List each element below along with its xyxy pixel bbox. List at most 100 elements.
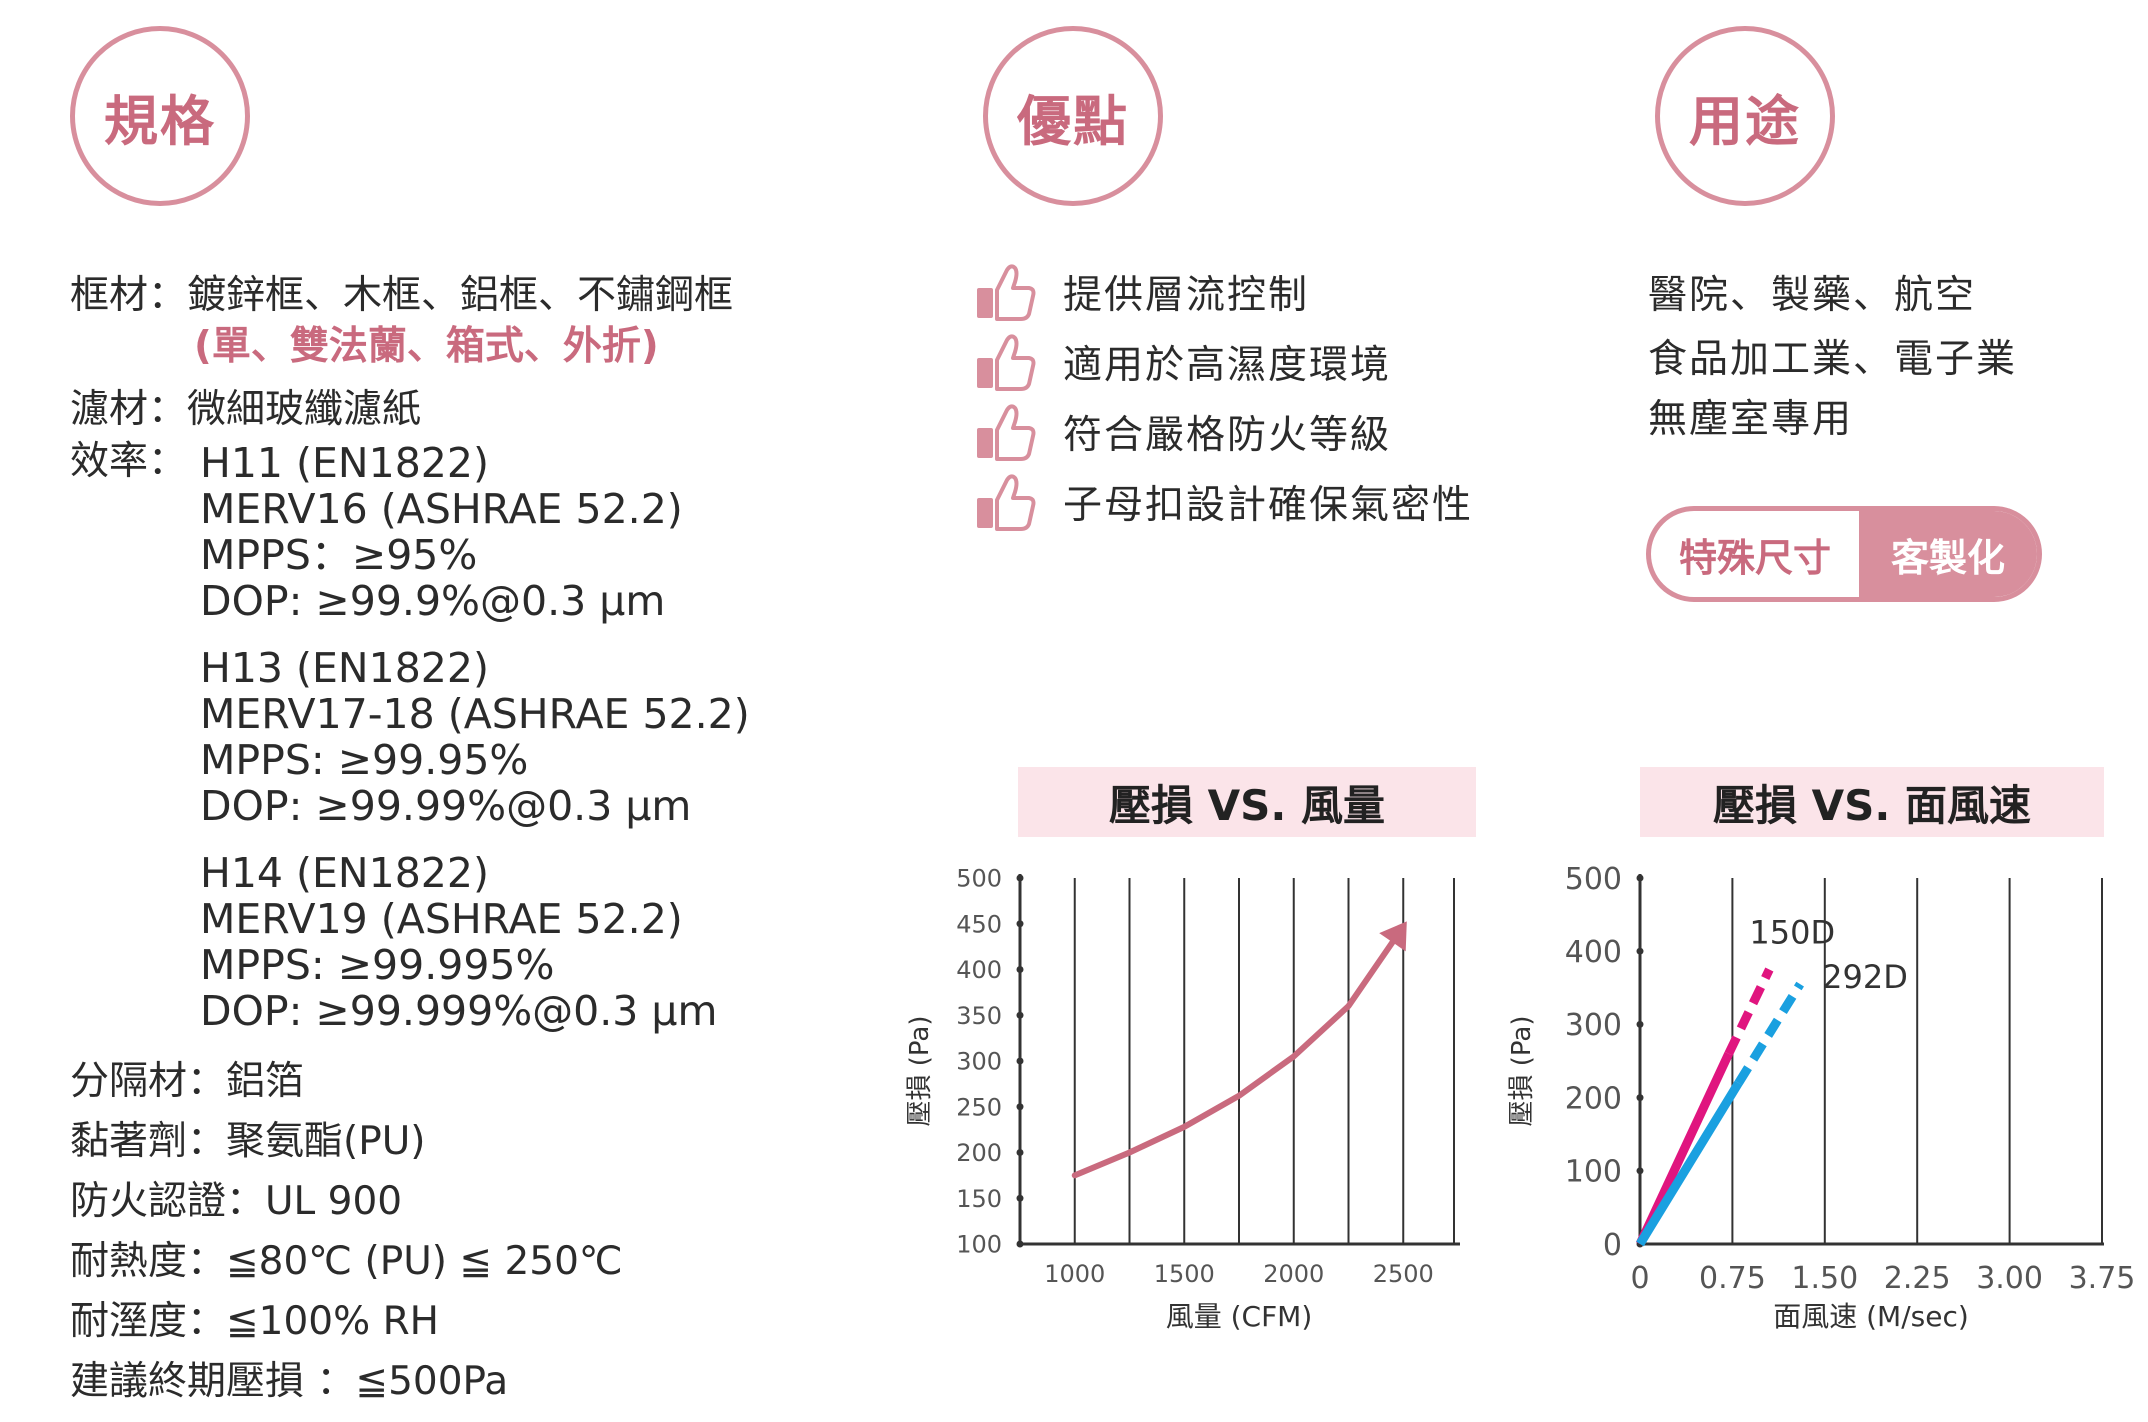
efficiency-line: H14 (EN1822) (200, 849, 489, 897)
series-label: 150D (1749, 914, 1835, 952)
advantage-text: 適用於高濕度環境 (1063, 343, 1392, 388)
custom-badge-right: 客製化 (1859, 511, 2037, 597)
thumbs-up-icon (977, 404, 1036, 461)
uses-section-title: 用途 (1655, 26, 1835, 206)
advantage-item: 符合嚴格防火等級 (975, 402, 1391, 462)
x-tick-label: 2500 (1373, 1260, 1434, 1288)
y-tick-mark (1016, 966, 1024, 973)
series-line-extension (1734, 981, 1804, 1086)
y-tick-mark (1016, 1240, 1024, 1248)
y-tick-mark (1636, 947, 1644, 955)
x-tick-label: 0.75 (1699, 1261, 1766, 1296)
y-tick-label: 150 (956, 1185, 1002, 1213)
advantage-item: 子母扣設計確保氣密性 (975, 472, 1473, 532)
efficiency-line: DOP: ≥99.999%@0.3 µm (200, 987, 718, 1035)
pressure-curve (1071, 929, 1402, 1179)
y-tick-label: 100 (1565, 1155, 1622, 1190)
spec-section-title: 規格 (70, 26, 250, 206)
x-axis-label: 面風速 (M/sec) (1773, 1300, 1969, 1333)
spec-fire-cert: 防火認證：UL 900 (70, 1179, 403, 1224)
efficiency-line: MPPS：≥95% (200, 531, 478, 579)
spec-frame-note: (單、雙法蘭、箱式、外折) (194, 324, 659, 369)
y-tick-label: 500 (956, 865, 1002, 893)
x-tick-label: 3.00 (1976, 1261, 2043, 1296)
advantage-item: 提供層流控制 (975, 262, 1309, 322)
use-item: 食品加工業、電子業 (1648, 337, 2018, 382)
chart-1-title: 壓損 VS. 風量 (1018, 767, 1476, 837)
efficiency-line: H11 (EN1822) (200, 439, 489, 487)
spec-media-value: 微細玻纖濾紙 (187, 387, 422, 432)
y-tick-mark (1016, 874, 1024, 882)
x-axis-label: 風量 (CFM) (1166, 1300, 1313, 1333)
x-tick-label: 2.25 (1884, 1261, 1951, 1296)
curve-arrowhead (1379, 921, 1407, 952)
spec-frame: 框材：鍍鋅框、木框、鋁框、不鏽鋼框 (70, 276, 733, 315)
y-tick-mark (1016, 1149, 1024, 1156)
use-item: 醫院、製藥、航空 (1648, 273, 1977, 318)
spec-efficiency-label: 效率： (70, 439, 188, 484)
use-item: 無塵室專用 (1648, 397, 1854, 442)
y-tick-label: 200 (956, 1139, 1002, 1167)
y-tick-mark (1016, 1011, 1024, 1019)
efficiency-line: MERV19 (ASHRAE 52.2) (200, 895, 683, 943)
y-axis-label: 壓損 (Pa) (1507, 1016, 1537, 1127)
spec-separator: 分隔材：鋁箔 (70, 1059, 305, 1104)
spec-humidity-resistance: 耐溼度：≦100% RH (70, 1299, 439, 1344)
y-tick-mark (1016, 1194, 1024, 1202)
spec-frame-label: 框材： (70, 273, 188, 318)
y-tick-mark (1636, 1094, 1644, 1102)
efficiency-line: H13 (EN1822) (200, 644, 489, 692)
y-tick-mark (1636, 1167, 1644, 1175)
advantages-section-title: 優點 (983, 26, 1163, 206)
y-tick-mark (1016, 1103, 1024, 1111)
custom-badge-left: 特殊尺寸 (1678, 535, 1831, 580)
y-axis-label: 壓損 (Pa) (905, 1016, 935, 1127)
x-tick-label: 1000 (1044, 1260, 1105, 1288)
x-tick-label: 2000 (1263, 1260, 1324, 1288)
spec-frame-value: 鍍鋅框、木框、鋁框、不鏽鋼框 (187, 273, 734, 318)
x-tick-label: 0 (1630, 1261, 1649, 1296)
spec-final-pressure-drop: 建議終期壓損 ：≦500Pa (70, 1359, 509, 1404)
y-tick-mark (1636, 874, 1644, 882)
chart-2-title: 壓損 VS. 面風速 (1640, 767, 2104, 837)
advantage-item: 適用於高濕度環境 (975, 332, 1391, 392)
y-tick-label: 100 (956, 1231, 1002, 1259)
efficiency-line: DOP: ≥99.99%@0.3 µm (200, 782, 692, 830)
x-tick-label: 1.50 (1791, 1261, 1858, 1296)
series-line (1636, 1080, 1743, 1247)
efficiency-line: DOP: ≥99.9%@0.3 µm (200, 577, 666, 625)
spec-heat-resistance: 耐熱度：≦80℃ (PU) ≦ 250℃ (70, 1239, 623, 1284)
series-label: 292D (1822, 958, 1908, 996)
y-tick-label: 300 (1565, 1008, 1622, 1043)
efficiency-line: MERV16 (ASHRAE 52.2) (200, 485, 683, 533)
y-tick-label: 350 (956, 1002, 1002, 1030)
y-tick-label: 200 (1565, 1081, 1622, 1116)
y-tick-mark (1636, 1020, 1644, 1028)
spec-media: 濾材：微細玻纖濾紙 (70, 390, 421, 429)
efficiency-line: MPPS: ≥99.995% (200, 941, 555, 989)
advantage-text: 符合嚴格防火等級 (1063, 413, 1392, 458)
series-line-extension (1724, 967, 1774, 1056)
efficiency-line: MPPS: ≥99.95% (200, 736, 529, 784)
y-tick-label: 450 (956, 910, 1002, 938)
advantage-text: 提供層流控制 (1063, 273, 1310, 318)
y-tick-label: 250 (956, 1093, 1002, 1121)
efficiency-line: MERV17-18 (ASHRAE 52.2) (200, 690, 750, 738)
spec-adhesive: 黏著劑：聚氨酯(PU) (70, 1119, 426, 1164)
y-tick-label: 300 (956, 1048, 1002, 1076)
x-tick-label: 3.75 (2069, 1261, 2136, 1296)
spec-media-label: 濾材： (70, 387, 188, 432)
thumbs-up-icon (977, 334, 1036, 391)
y-tick-label: 400 (956, 956, 1002, 984)
y-tick-mark (1016, 1057, 1024, 1065)
advantage-text: 子母扣設計確保氣密性 (1063, 483, 1474, 528)
thumbs-up-icon (977, 264, 1036, 321)
y-tick-label: 500 (1565, 862, 1622, 897)
y-tick-label: 400 (1565, 935, 1622, 970)
custom-size-badge: 特殊尺寸 客製化 (1646, 506, 2042, 602)
y-tick-mark (1016, 920, 1024, 928)
thumbs-up-icon (977, 474, 1036, 531)
x-tick-label: 1500 (1154, 1260, 1215, 1288)
y-tick-label: 0 (1603, 1228, 1622, 1263)
